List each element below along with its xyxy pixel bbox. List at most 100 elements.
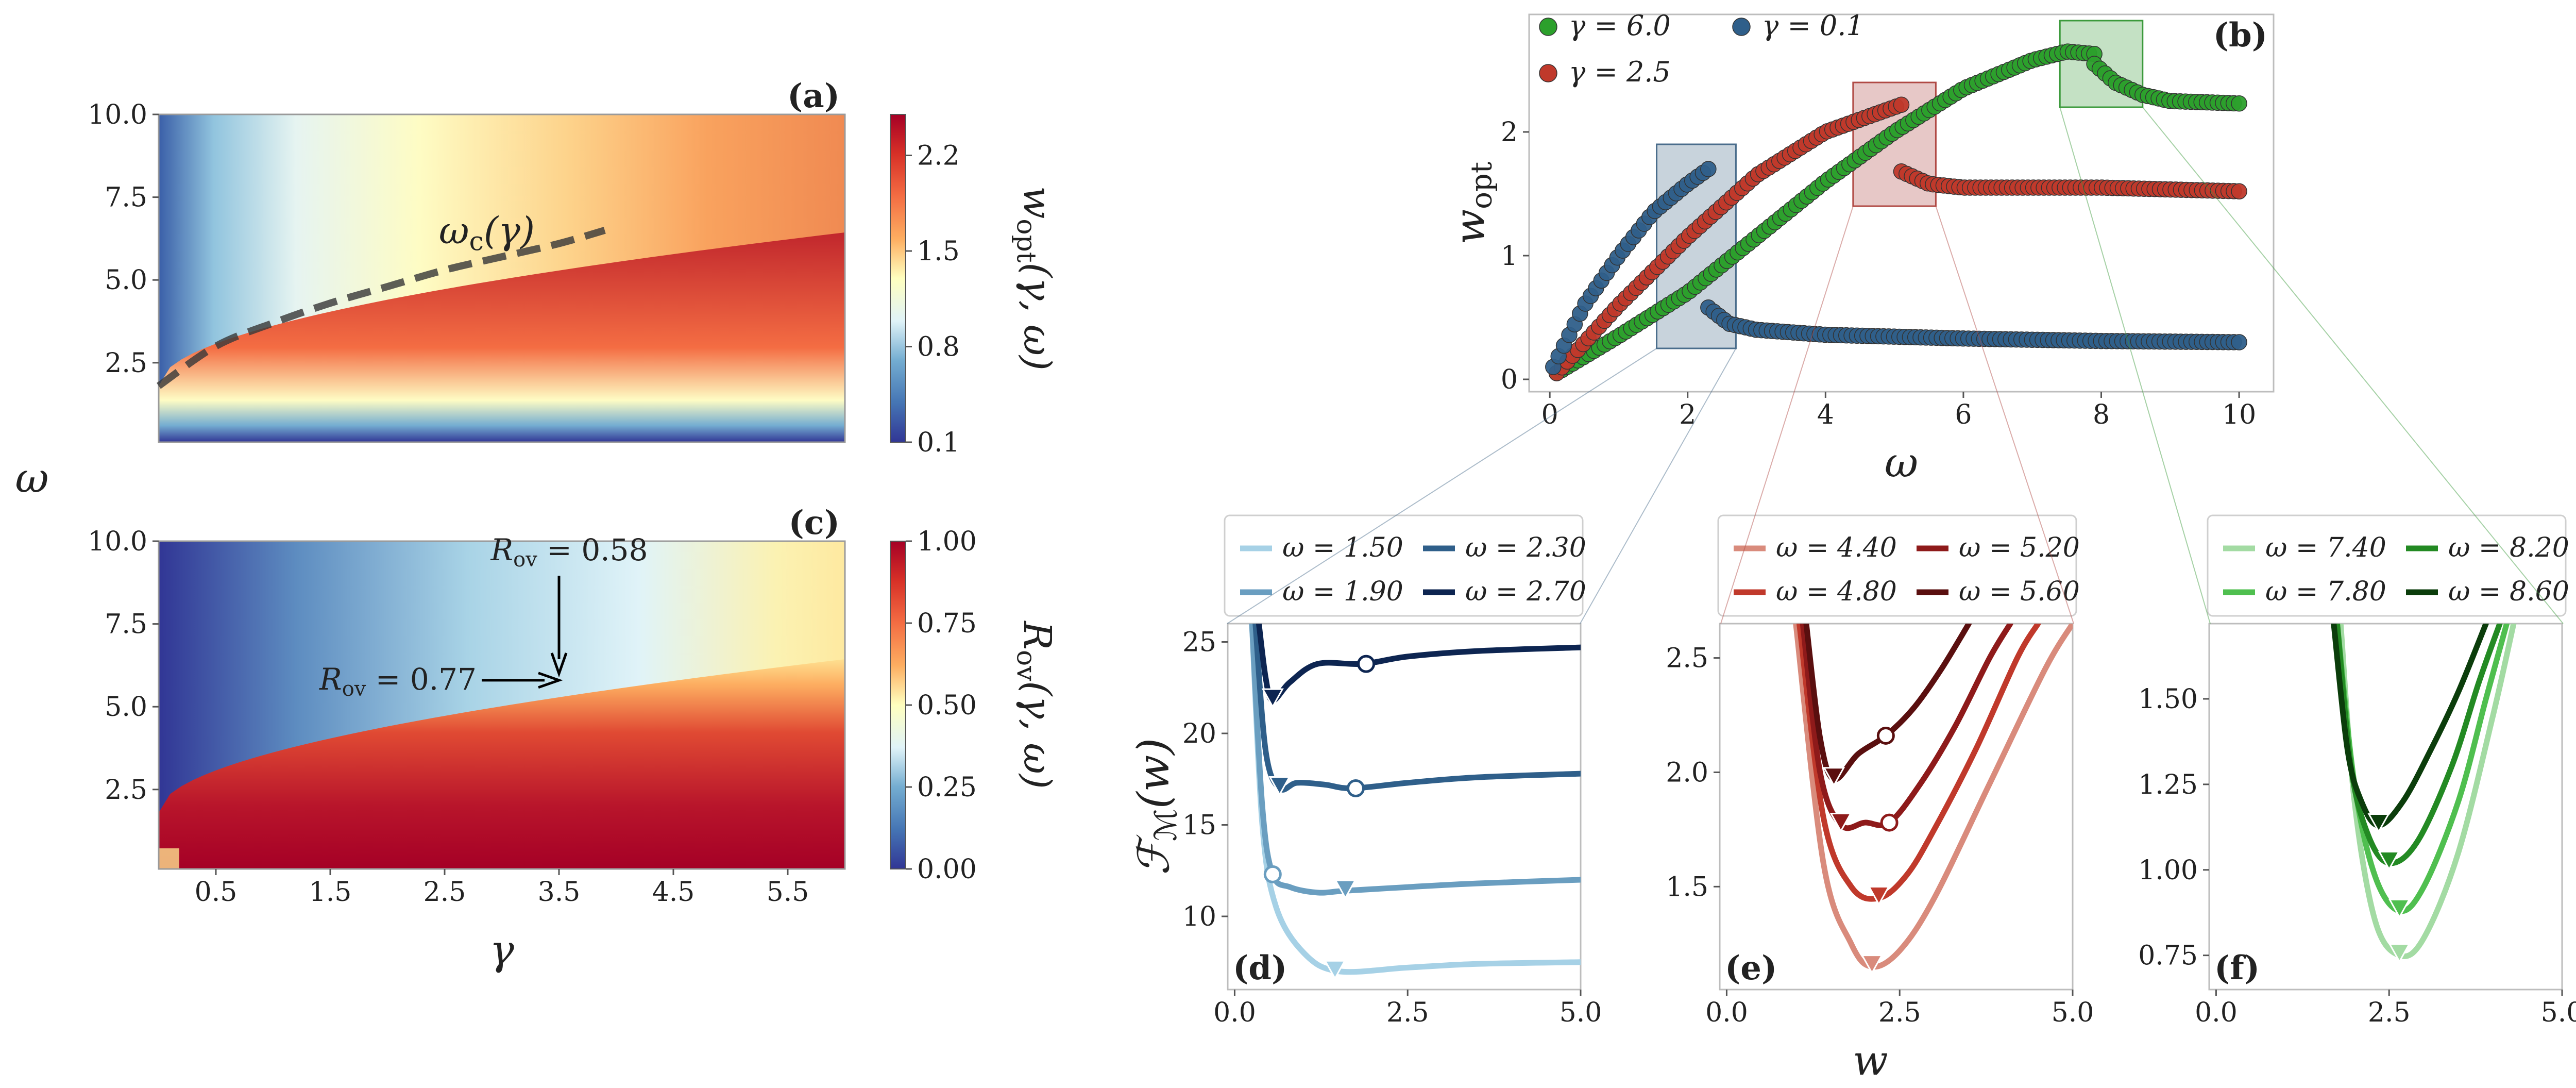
scatter-point: [1893, 96, 1910, 113]
x-axis-label: w: [1853, 1036, 1888, 1084]
series-line: [2337, 624, 2517, 959]
legend-label: ω = 1.90: [1282, 576, 1403, 607]
x-tick-label: 1.5: [309, 877, 352, 908]
local-minimum-marker: [1880, 813, 1899, 832]
x-tick-label: 2.5: [2368, 997, 2411, 1028]
x-tick-label: 8: [2093, 399, 2110, 430]
zoom-connector: [2059, 107, 2211, 624]
legend-marker: [1732, 18, 1751, 36]
scatter-point: [2231, 95, 2247, 112]
series-0.1: [1545, 161, 2247, 375]
y-tick-label: 2: [1501, 117, 1518, 148]
legend-label-main: ω = 5.60: [1959, 576, 2080, 607]
colorbar-tick-label: 0.25: [917, 772, 977, 803]
series-line: [1256, 624, 1581, 704]
y-axis-label: wopt: [1446, 161, 1498, 244]
x-axis-label: γ: [489, 926, 514, 974]
legend-label: γ = 2.5: [1569, 56, 1671, 88]
x-tick-label: 10: [2222, 399, 2256, 430]
colorbar-label-main: w: [1015, 186, 1059, 219]
legend-label-main: ω = 7.80: [2265, 576, 2386, 607]
y-tick-label: 2.5: [105, 348, 147, 379]
legend-label-main: ω = 2.70: [1465, 576, 1586, 607]
panel-label: (c): [788, 504, 840, 542]
y-tick-label: 7.5: [105, 182, 147, 213]
x-tick-label: 4.5: [652, 877, 695, 908]
local-minimum-marker: [1357, 655, 1376, 673]
global-minimum-marker: [1324, 960, 1346, 980]
x-tick-label: 5.5: [767, 877, 809, 908]
y-tick-label: 2.0: [1666, 757, 1708, 788]
x-tick-label: 5.0: [2541, 997, 2576, 1028]
y-tick-label: 1: [1501, 241, 1518, 272]
scatter-point: [2231, 334, 2247, 350]
legend-frame: [1717, 514, 2077, 617]
plot-frame: [2208, 623, 2563, 991]
heatmap-image: [159, 541, 845, 869]
series-line: [1796, 624, 2041, 902]
colorbar-tick-label: 2.2: [917, 141, 960, 172]
global-minimum-marker: [1868, 886, 1890, 906]
legend: ω = 7.40 ω = 7.80 ω = 8.20 ω = 8.60: [2207, 514, 2569, 617]
panel-label: (f): [2214, 949, 2260, 987]
legend-label: γ = 6.0: [1569, 9, 1671, 42]
colorbar-label: wopt(γ, ω): [1011, 186, 1059, 371]
heatmap-corner: [159, 848, 179, 869]
annotation-label-sub: ov: [513, 548, 537, 572]
heatmap-panel-a: 2.5 5.0 7.5 10.0 (a) 0.1 0.8 1.5 2.2 wopt(γ, ω) ωc…: [88, 77, 1059, 458]
y-tick-label: 10.0: [88, 526, 147, 557]
y-tick-label: 10: [1182, 901, 1216, 932]
legend: ω = 4.40 ω = 4.80 ω = 5.20 ω = 5.60: [1717, 514, 2080, 617]
legend-label: ω = 4.40: [1776, 532, 1897, 563]
y-tick-label: 5.0: [105, 265, 147, 296]
y-tick-label: 10.0: [88, 99, 147, 130]
scatter-point: [2231, 183, 2247, 199]
legend-label: ω = 2.70: [1465, 576, 1586, 607]
zoom-connector: [1580, 348, 1737, 624]
colorbar-tick-label: 0.50: [917, 690, 977, 721]
y-tick-label: 1.25: [2138, 769, 2198, 800]
legend: γ = 6.0 γ = 2.5 γ = 0.1: [1539, 9, 1864, 88]
plot-area: [1249, 624, 1581, 980]
critical-curve-label-tail: (γ): [484, 209, 535, 253]
legend-label-main: ω = 8.60: [2448, 576, 2569, 607]
series-line: [1803, 624, 1972, 782]
colorbar-label-tail: (γ, ω): [1015, 263, 1059, 371]
colorbar-label-sub: opt: [1011, 219, 1042, 262]
scatter-point: [1700, 161, 1717, 177]
colorbar-tick-label: 1.5: [917, 236, 960, 267]
annotation-arrowhead: [550, 652, 568, 678]
y-tick-label: 2.5: [1666, 643, 1708, 674]
y-tick-label: 1.50: [2138, 684, 2198, 715]
y-axis-label-main: w: [1446, 209, 1494, 244]
legend-label-main: ω = 8.20: [2448, 532, 2569, 563]
x-tick-label: 5.0: [2052, 997, 2094, 1028]
heatmap-image: [159, 114, 845, 442]
plot-frame: [1719, 623, 2074, 991]
series-line: [2331, 624, 2489, 829]
x-tick-label: 0.5: [195, 877, 238, 908]
y-tick-label: 1.00: [2138, 855, 2198, 886]
plot-frame: [1227, 623, 1582, 991]
y-tick-label: 25: [1182, 627, 1216, 658]
panel-label: (e): [1725, 949, 1777, 987]
annotation-arrowhead: [538, 672, 563, 689]
y-axis-label-sub: opt: [1465, 161, 1498, 209]
heatmap-overlap-region: [159, 659, 845, 869]
panel-label: (d): [1233, 949, 1287, 987]
legend-frame: [2207, 514, 2567, 617]
colorbar-tick-label: 1.00: [917, 526, 977, 557]
plot-area: [2331, 624, 2517, 963]
colorbar-label: Rov(γ, ω): [1011, 620, 1059, 789]
x-tick-label: 2.5: [1878, 997, 1921, 1028]
colorbar: [890, 114, 906, 443]
colorbar-label-tail: (γ, ω): [1015, 681, 1059, 789]
colorbar-tick-label: 0.8: [917, 332, 960, 363]
legend-label-main: ω = 7.40: [2265, 532, 2386, 563]
local-minimum-marker: [1346, 779, 1365, 797]
legend-marker: [1539, 64, 1557, 82]
annotation-label-main: R: [490, 532, 514, 567]
annotation-label-tail: = 0.77: [366, 662, 477, 697]
colorbar: [890, 541, 906, 869]
